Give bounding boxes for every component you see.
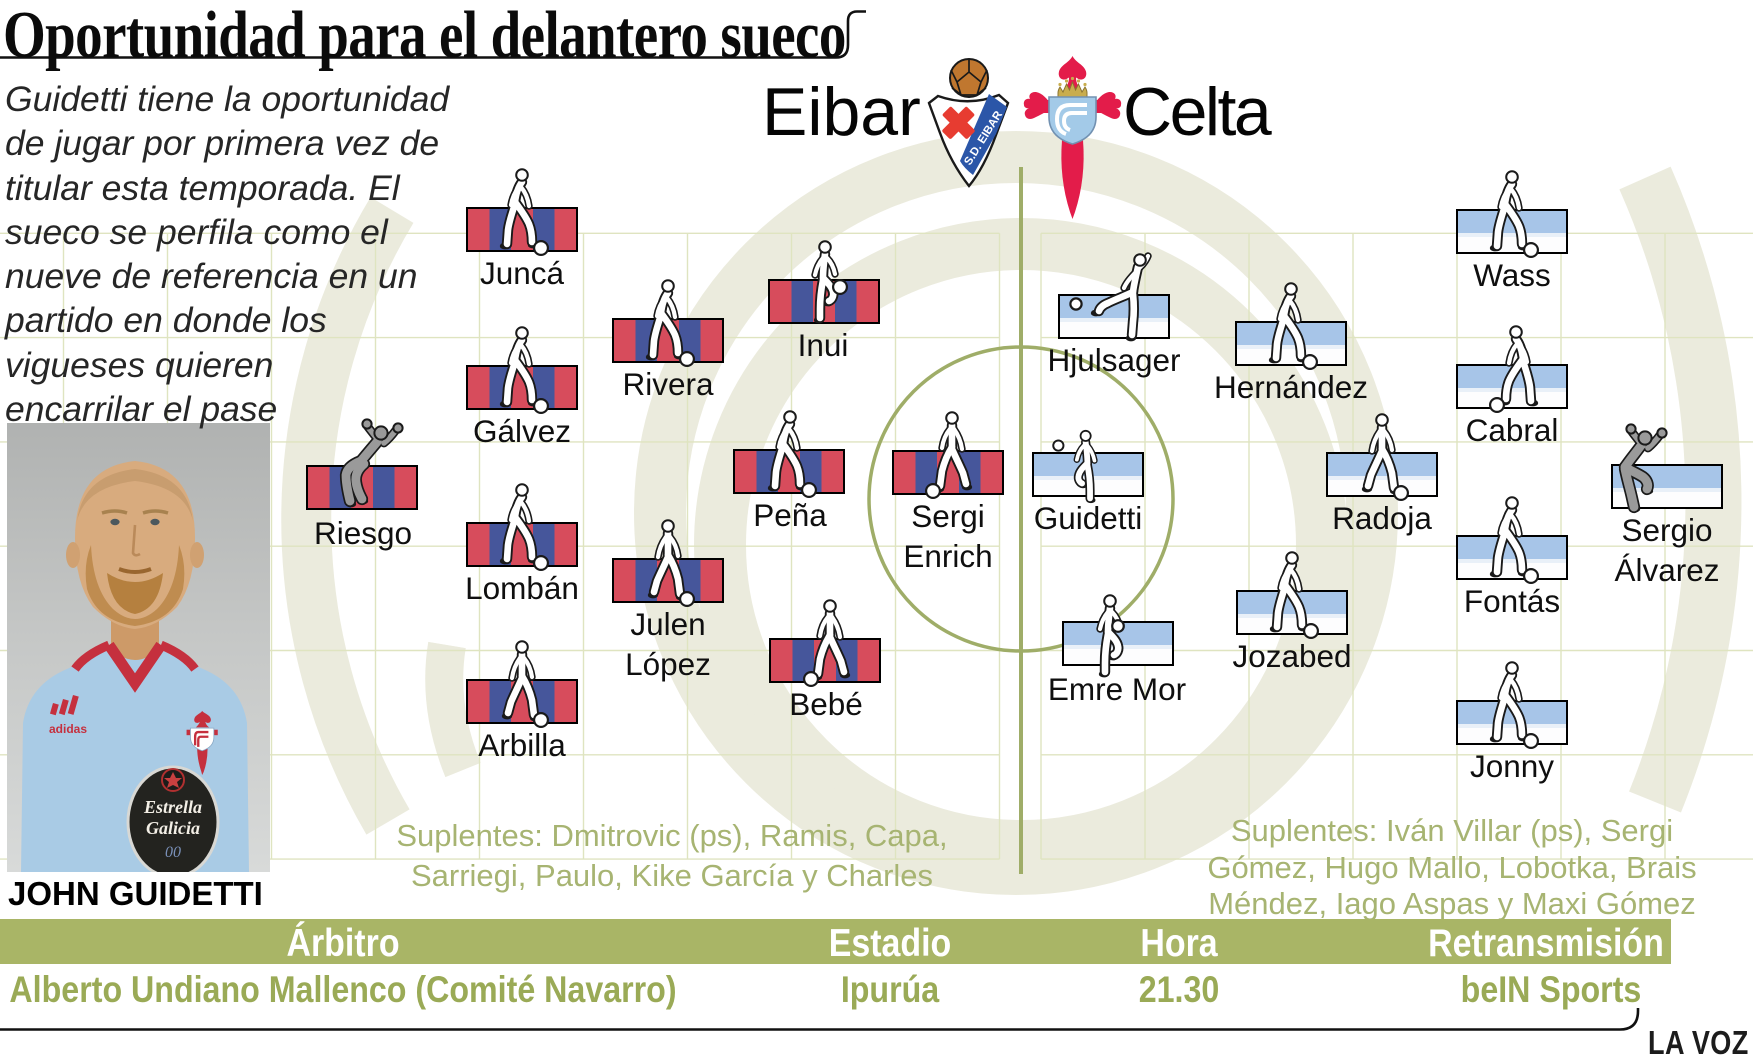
svg-text:adidas: adidas — [49, 722, 87, 736]
svg-text:Estrella: Estrella — [143, 797, 202, 817]
svg-text:Galicia: Galicia — [146, 818, 200, 838]
svg-text:00: 00 — [165, 844, 181, 861]
